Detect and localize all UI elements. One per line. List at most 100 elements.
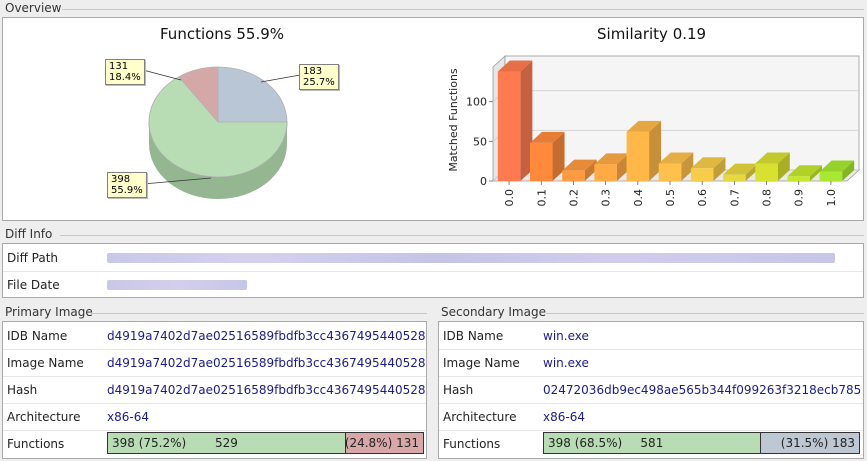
pie-slice-183 [217,66,288,123]
primary-hash-value: d4919a7402d7ae02516589fbdfb3cc4367495440… [107,383,425,397]
callout-398-count: 398 [111,174,131,185]
callout-398: 398 55.9% [107,172,147,198]
y-tick-label: 0 [480,175,487,188]
callout-398-pct: 55.9% [111,185,143,196]
bar-side [842,160,855,181]
callout-183-pct: 25.7% [303,77,335,88]
bar-top [530,131,565,143]
row-separator [439,430,863,431]
primary-idb-name-value: d4919a7402d7ae02516589fbdfb3cc4367495440… [107,329,425,343]
bar-0.3 [594,153,629,181]
overview-panel: Functions 55.9% 131 18.4% 183 25.7% 398 … [2,17,864,221]
chart-y-ticks: 0 50 100 [466,96,493,188]
x-tick-label: 0.6 [696,189,709,207]
x-tick-label: 1.0 [825,189,838,207]
file-date-label: File Date [7,278,60,292]
bar-1.0 [819,160,855,181]
pie-slice-398 [148,76,288,178]
bar-front [626,131,650,181]
bar-side [681,152,694,181]
callout-131-pct: 18.4% [109,72,141,83]
bar-front [562,170,585,181]
row-separator [3,349,426,350]
bar-side [809,165,822,181]
callout-131-line [142,69,182,81]
x-tick-label: 0.5 [664,189,677,207]
secondary-functions-bar: 398 (68.5%) 581 (31.5%) 183 [543,432,860,454]
x-tick-label: 0.8 [761,189,774,207]
diff-info-title-rule [60,235,864,236]
diff-info-separator [3,271,863,272]
bar-0.9 [787,165,822,181]
callout-131: 131 18.4% [105,59,145,85]
chart-bars [497,60,855,181]
functions-bar-right-text: (24.8%) 131 [344,436,419,450]
secondary-hash-label: Hash [443,383,474,397]
functions-chart-title: Functions 55.9% [160,25,285,43]
bar-front [594,164,617,181]
primary-title-rule [91,313,427,314]
row-separator [3,430,426,431]
bar-front [497,71,521,181]
callout-183-count: 183 [303,66,323,77]
callout-131-count: 131 [109,61,129,72]
bar-front [530,142,553,181]
primary-image-panel: IDB Name d4919a7402d7ae02516589fbdfb3cc4… [2,321,427,459]
callout-398-line [142,177,212,185]
secondary-title-rule [546,313,864,314]
diff-info-panel: Diff Path File Date [2,243,864,298]
bar-top [787,165,822,177]
primary-image-name-value: d4919a7402d7ae02516589fbdfb3cc4367495440… [107,356,425,370]
x-tick-label: 0.0 [503,189,516,207]
bar-top [819,160,855,172]
functions-bar-center-text: 581 [640,436,664,450]
row-separator [439,403,863,404]
bar-0.1 [530,131,565,181]
x-tick-label: 0.9 [793,189,806,207]
bar-0.5 [658,152,694,181]
bar-0.6 [690,157,726,181]
diff-path-value-redacted [107,253,835,263]
y-tick-label: 50 [473,135,487,148]
bar-top [594,153,629,165]
secondary-image-name-value: win.exe [543,356,589,370]
secondary-functions-label: Functions [443,437,501,451]
primary-functions-label: Functions [7,437,65,451]
chart-x-ticks: 0.0 0.1 0.2 0.3 0.4 0.5 0.6 0.7 0.8 0.9 1.0 [503,181,838,207]
bar-side [616,153,629,181]
secondary-architecture-value: x86-64 [543,410,585,424]
secondary-image-section-title: Secondary Image [441,305,546,319]
primary-hash-label: Hash [7,383,38,397]
similarity-chart-title: Similarity 0.19 [597,25,707,43]
secondary-image-name-label: Image Name [443,356,520,370]
bar-front [787,176,810,181]
bar-side [649,120,662,181]
functions-bar-unmatched: (24.8%) 131 [345,433,423,453]
row-separator [3,376,426,377]
bar-0.8 [755,152,790,181]
functions-bar-matched: 398 (75.2%) 529 [108,433,345,453]
functions-bar-matched: 398 (68.5%) 581 [544,433,760,453]
primary-architecture-label: Architecture [7,410,81,424]
row-separator [439,376,863,377]
diff-path-label: Diff Path [7,251,59,265]
bar-0.2 [562,159,597,181]
callout-183-line [260,74,301,83]
bar-top [497,60,533,72]
bar-side [713,157,726,181]
bar-side [520,60,533,181]
bar-front [819,171,843,181]
overview-title-rule [62,9,864,10]
bar-front [690,168,714,181]
bar-top [562,159,597,171]
bar-0.0 [497,60,533,181]
file-date-value-redacted [107,280,247,290]
y-tick-label: 100 [466,96,487,109]
x-tick-label: 0.7 [728,189,741,207]
bar-top [690,157,726,169]
bar-0.4 [626,120,662,181]
overview-section-title: Overview [5,1,62,15]
bar-side [552,131,565,181]
bar-top [658,152,694,164]
functions-bar-center-text: 529 [214,436,238,450]
